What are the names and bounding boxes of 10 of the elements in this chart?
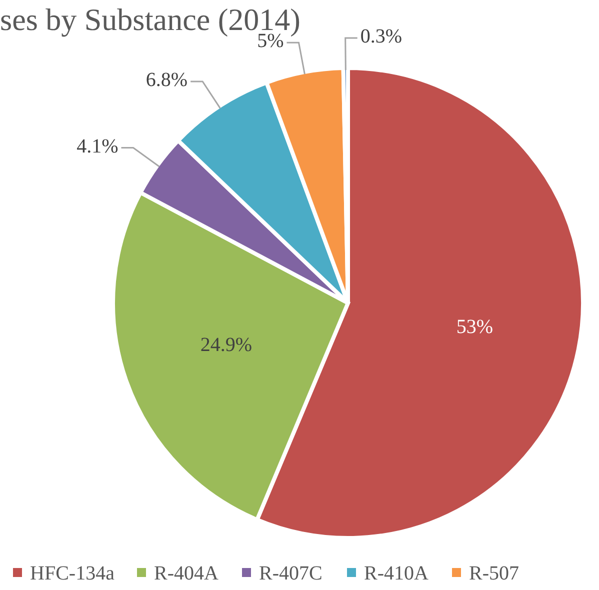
legend-label: R-407C [259, 562, 322, 585]
legend-label: R-404A [154, 562, 219, 585]
legend-label: R-507 [469, 562, 519, 585]
data-label: 0.3% [360, 26, 402, 48]
legend-label: HFC-134a [30, 562, 115, 585]
legend-label: R-410A [364, 562, 429, 585]
data-label: 53% [456, 316, 494, 338]
data-label: 4.1% [76, 135, 118, 158]
data-label: 6.8% [146, 69, 188, 92]
data-label: 24.9% [200, 334, 252, 356]
